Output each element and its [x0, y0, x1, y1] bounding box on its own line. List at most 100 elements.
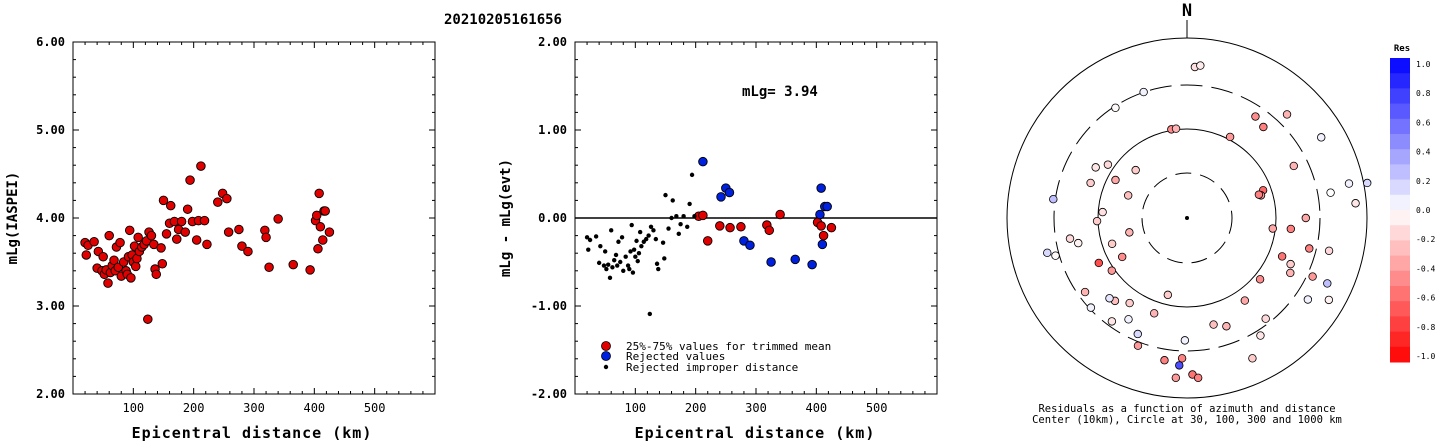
- colorbar-swatch: [1390, 316, 1410, 333]
- station-residual: [1282, 110, 1292, 119]
- plot1-xlabel: Epicentral distance (km): [132, 424, 373, 441]
- data-point: [89, 237, 99, 247]
- station-residual: [1193, 373, 1203, 383]
- data-point: [182, 204, 193, 214]
- improper-point: [618, 259, 623, 265]
- improper-point: [670, 198, 675, 203]
- y-tick-label: 4.00: [36, 211, 65, 225]
- plot1-ylabel: mLg(IASPEI): [5, 172, 21, 265]
- improper-point: [637, 229, 643, 235]
- data-point: [320, 206, 330, 216]
- x-tick-label: 400: [805, 401, 827, 415]
- colorbar-title: Res: [1394, 44, 1410, 54]
- improper-point: [601, 263, 607, 268]
- colorbar-tick-label: -0.8: [1416, 323, 1435, 332]
- station-residual: [1105, 294, 1114, 303]
- station-residual: [1098, 207, 1107, 217]
- data-point: [165, 200, 176, 211]
- station-residual: [1049, 195, 1058, 204]
- improper-point: [602, 249, 608, 254]
- improper-point: [596, 260, 602, 266]
- data-point: [222, 193, 232, 204]
- data-point: [161, 229, 172, 239]
- trimmed-point: [698, 210, 708, 221]
- data-point: [133, 232, 143, 243]
- improper-point: [616, 239, 621, 244]
- data-point: [172, 234, 182, 244]
- improper-point: [654, 261, 660, 266]
- ring-30km: [1141, 172, 1233, 264]
- plot2-points: [584, 156, 837, 317]
- plot1-axis-ticks: 100 200 300 400 500 2.00 3.00 4.00 5.00 6.00: [36, 35, 435, 415]
- improper-point: [648, 224, 654, 229]
- station-residual: [1149, 309, 1159, 318]
- improper-point: [656, 266, 661, 272]
- rejected-point: [815, 209, 825, 220]
- data-point: [130, 261, 141, 272]
- station-residual: [1301, 213, 1310, 223]
- station-residual: [1074, 238, 1083, 248]
- data-point: [115, 237, 125, 248]
- x-tick-label: 500: [866, 401, 888, 415]
- station-residual: [1351, 199, 1360, 208]
- residual-colorbar: Res 1.0 0.8 0.6 0.4 0.2 0.0 -0.2 -0.4 -0.6 -0.8 -1…: [1390, 44, 1435, 363]
- improper-point: [604, 266, 609, 272]
- colorbar-tick-label: -0.4: [1416, 264, 1435, 273]
- station-residual: [1209, 320, 1218, 329]
- plot2-ylabel: mLg - mLg(evt): [498, 159, 514, 277]
- azimuth-residual-plot: N Residuals as a function of azimuth and…: [1006, 1, 1372, 426]
- colorbar-swatch: [1390, 149, 1410, 165]
- legend-label-rejected: Rejected values: [626, 350, 725, 363]
- improper-point: [666, 226, 671, 231]
- improper-point: [612, 258, 617, 263]
- data-point: [313, 244, 323, 254]
- data-point: [151, 269, 162, 280]
- colorbar-swatch: [1390, 225, 1410, 241]
- epicenter-marker: [1185, 216, 1189, 220]
- improper-point: [607, 275, 613, 281]
- station-residual: [1171, 124, 1181, 133]
- data-point: [156, 243, 166, 253]
- improper-point: [651, 228, 656, 233]
- station-residual: [1117, 252, 1127, 262]
- improper-point: [628, 249, 633, 254]
- data-point: [243, 246, 253, 257]
- data-point: [288, 259, 298, 270]
- data-point: [176, 216, 187, 227]
- data-point: [199, 215, 210, 226]
- colorbar-tick-label: 0.6: [1416, 118, 1431, 127]
- residual-distance-plot: 100 200 300 400 500 -2.00 -1.00 0.00 1.00 2.00 mL…: [498, 35, 938, 441]
- improper-point: [634, 238, 639, 244]
- plot2-axis-ticks: 100 200 300 400 500 -2.00 -1.00 0.00 1.00 2.00: [531, 35, 937, 415]
- improper-point: [692, 214, 697, 219]
- colorbar-swatch: [1390, 270, 1410, 287]
- improper-point: [609, 228, 614, 233]
- plot2-annotation: mLg= 3.94: [742, 84, 818, 100]
- station-residual: [1171, 373, 1181, 383]
- colorbar-swatch: [1390, 346, 1410, 363]
- station-residual: [1323, 279, 1332, 288]
- data-point: [146, 230, 157, 241]
- colorbar-swatch: [1390, 118, 1410, 135]
- data-point: [273, 214, 283, 224]
- trimmed-point: [818, 230, 829, 241]
- improper-point: [623, 254, 628, 259]
- station-residual: [1286, 268, 1295, 278]
- station-residual: [1248, 354, 1257, 363]
- station-residual: [1308, 272, 1317, 281]
- polar-caption-line2: Center (10km), Circle at 30, 100, 300 an…: [1032, 414, 1342, 426]
- improper-point: [586, 247, 591, 252]
- improper-point: [625, 263, 631, 268]
- trimmed-point: [764, 225, 775, 236]
- legend-label-improper: Rejected improper distance: [626, 361, 798, 374]
- data-point: [191, 235, 202, 245]
- data-point: [324, 227, 335, 237]
- polar-caption-line1: Residuals as a function of azimuth and d…: [1038, 403, 1335, 415]
- colorbar-swatch: [1390, 301, 1410, 317]
- improper-point: [674, 214, 679, 219]
- station-residual: [1091, 163, 1100, 172]
- station-residual: [1124, 315, 1133, 324]
- data-point: [180, 227, 190, 237]
- colorbar-tick-label: 0.8: [1416, 89, 1431, 98]
- station-residual: [1051, 251, 1060, 260]
